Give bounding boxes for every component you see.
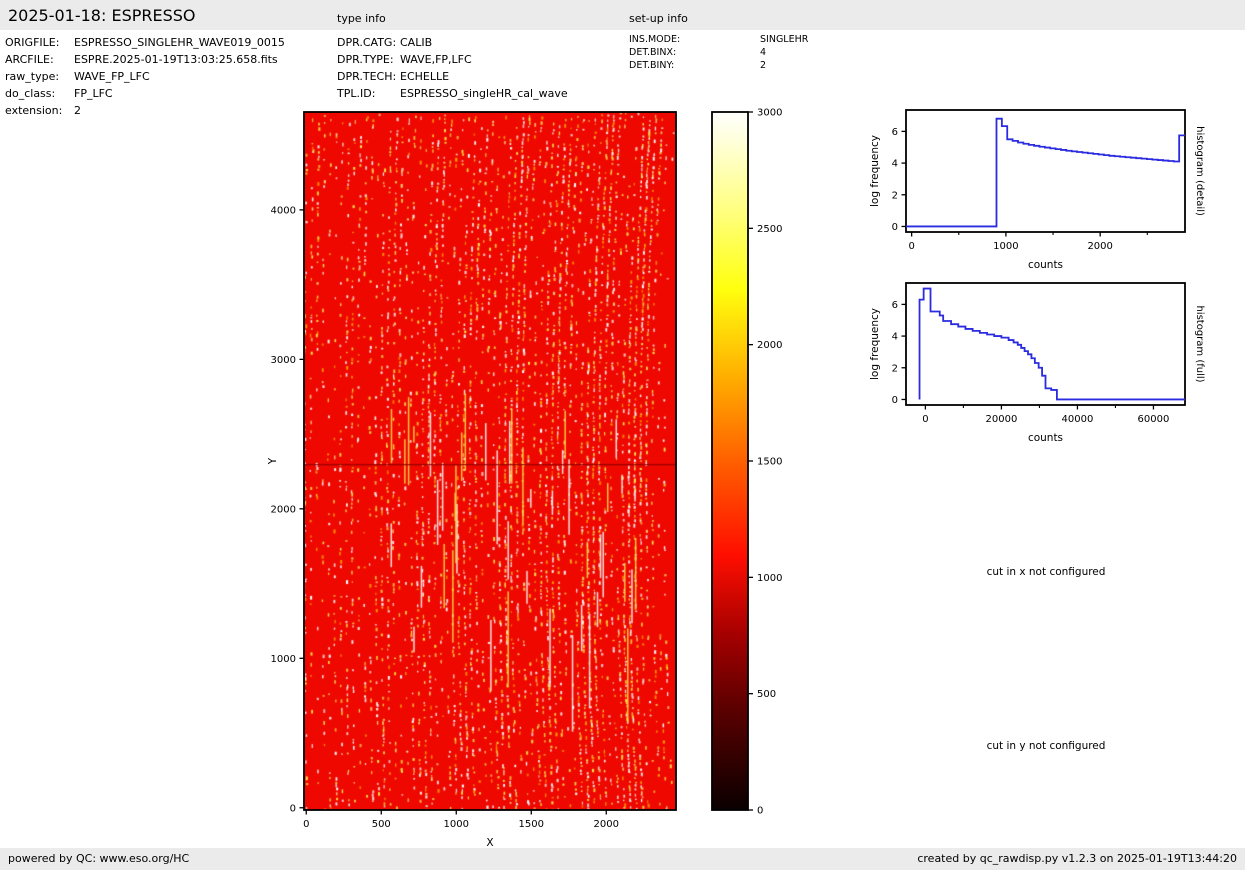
header-bar <box>0 0 1245 30</box>
footer-credit-right: created by qc_rawdisp.py v1.2.3 on 2025-… <box>917 852 1237 865</box>
setup-info-block: INS.MODE: SINGLEHR DET.BINX: 4 DET.BINY: 2 <box>629 34 808 73</box>
colorbar-tick-label: 2500 <box>757 224 782 235</box>
x-axis-tick-label: 0 <box>922 414 928 425</box>
type-info-row: DPR.TYPE: WAVE,FP,LFC <box>337 53 568 70</box>
page-title: 2025-01-18: ESPRESSO <box>8 6 196 25</box>
field-value: SINGLEHR <box>760 34 809 45</box>
y-axis-label: log frequency <box>869 135 881 207</box>
field-value: 2 <box>760 60 767 71</box>
file-info-block: ORIGFILE: ESPRESSO_SINGLEHR_WAVE019_0015 … <box>5 36 285 121</box>
field-label: INS.MODE: <box>629 34 681 45</box>
colorbar-tick-label: 1000 <box>757 573 782 584</box>
x-axis-tick-label: 500 <box>372 819 391 830</box>
x-axis-tick-label: 1000 <box>993 241 1018 252</box>
file-info-row: extension: 2 <box>5 104 285 121</box>
field-label: TPL.ID: <box>337 87 376 100</box>
y-axis-label: log frequency <box>869 308 881 380</box>
field-label: ORIGFILE: <box>5 36 60 49</box>
setup-info-row: DET.BINY: 2 <box>629 60 808 73</box>
y-axis-tick-label: 2000 <box>271 504 296 515</box>
y-axis-tick-label: 4000 <box>271 205 296 216</box>
y-axis-tick-label: 6 <box>892 300 898 311</box>
plot-right-label: histogram (full) <box>1194 305 1205 382</box>
colorbar-tick-label: 3000 <box>757 108 782 119</box>
colorbar-tick-label: 500 <box>757 689 776 700</box>
x-axis-tick-label: 20000 <box>986 414 1018 425</box>
type-info-block: DPR.CATG: CALIB DPR.TYPE: WAVE,FP,LFC DPR.… <box>337 36 568 104</box>
field-value: WAVE_FP_LFC <box>74 70 150 83</box>
cut-y-message: cut in y not configured <box>986 740 1106 752</box>
x-axis-tick-label: 0 <box>908 241 914 252</box>
type-info-row: TPL.ID: ESPRESSO_singleHR_cal_wave <box>337 87 568 104</box>
field-label: DET.BINX: <box>629 47 677 58</box>
field-value: 2 <box>74 104 81 117</box>
y-axis-tick-label: 6 <box>892 127 898 138</box>
field-label: DPR.TYPE: <box>337 53 394 66</box>
y-axis-tick-label: 4 <box>892 159 898 170</box>
field-value: ECHELLE <box>400 70 450 83</box>
y-axis-tick-label: 2 <box>892 190 898 201</box>
field-value: FP_LFC <box>74 87 113 100</box>
field-label: extension: <box>5 104 63 117</box>
field-value: CALIB <box>400 36 433 49</box>
setup-info-row: DET.BINX: 4 <box>629 47 808 60</box>
y-axis-tick-label: 2 <box>892 363 898 374</box>
file-info-row: do_class: FP_LFC <box>5 87 285 104</box>
x-axis-tick-label: 1500 <box>519 819 544 830</box>
colorbar-gradient <box>712 112 748 810</box>
field-value: WAVE,FP,LFC <box>400 53 472 66</box>
colorbar-tick-label: 0 <box>757 806 763 817</box>
x-axis-tick-label: 2000 <box>594 819 619 830</box>
field-value: 4 <box>760 47 767 58</box>
file-info-row: ORIGFILE: ESPRESSO_SINGLEHR_WAVE019_0015 <box>5 36 285 53</box>
x-axis-tick-label: 60000 <box>1138 414 1170 425</box>
field-value: ESPRE.2025-01-19T13:03:25.658.fits <box>74 53 278 66</box>
field-label: do_class: <box>5 87 56 100</box>
colorbar-frame <box>711 111 749 811</box>
y-axis-tick-label: 3000 <box>271 355 296 366</box>
y-axis-tick-label: 0 <box>892 222 898 233</box>
field-value: ESPRESSO_singleHR_cal_wave <box>400 87 568 100</box>
x-axis-tick-label: 40000 <box>1062 414 1094 425</box>
x-axis-label: counts <box>1028 432 1063 444</box>
setup-info-row: INS.MODE: SINGLEHR <box>629 34 808 47</box>
setup-info-heading: set-up info <box>629 12 688 25</box>
y-axis-label: Y <box>267 457 279 465</box>
footer-bar <box>0 848 1245 870</box>
y-axis-tick-label: 4 <box>892 332 898 343</box>
hist_full-line <box>918 287 1185 401</box>
file-info-row: raw_type: WAVE_FP_LFC <box>5 70 285 87</box>
field-label: DPR.CATG: <box>337 36 397 49</box>
x-axis-label: counts <box>1028 259 1063 271</box>
y-axis-tick-label: 0 <box>892 395 898 406</box>
y-axis-tick-label: 0 <box>290 803 296 814</box>
colorbar-tick-label: 2000 <box>757 340 782 351</box>
cut-x-message: cut in x not configured <box>986 566 1106 578</box>
hist_full-frame <box>905 282 1186 406</box>
x-axis-tick-label: 0 <box>303 819 309 830</box>
field-value: ESPRESSO_SINGLEHR_WAVE019_0015 <box>74 36 285 49</box>
plot-right-label: histogram (detail) <box>1194 126 1205 216</box>
field-label: DET.BINY: <box>629 60 675 71</box>
raw-frame-image <box>304 112 676 810</box>
type-info-row: DPR.TECH: ECHELLE <box>337 70 568 87</box>
field-label: ARCFILE: <box>5 53 54 66</box>
footer-credit-left: powered by QC: www.eso.org/HC <box>8 852 190 865</box>
type-info-heading: type info <box>337 12 386 25</box>
x-axis-tick-label: 2000 <box>1087 241 1112 252</box>
type-info-row: DPR.CATG: CALIB <box>337 36 568 53</box>
hist_detail-line <box>906 117 1185 228</box>
field-label: DPR.TECH: <box>337 70 397 83</box>
colorbar-tick-label: 1500 <box>757 457 782 468</box>
field-label: raw_type: <box>5 70 60 83</box>
y-axis-tick-label: 1000 <box>271 654 296 665</box>
hist_detail-frame <box>905 109 1186 233</box>
x-axis-tick-label: 1000 <box>444 819 469 830</box>
file-info-row: ARCFILE: ESPRE.2025-01-19T13:03:25.658.fi… <box>5 53 285 70</box>
